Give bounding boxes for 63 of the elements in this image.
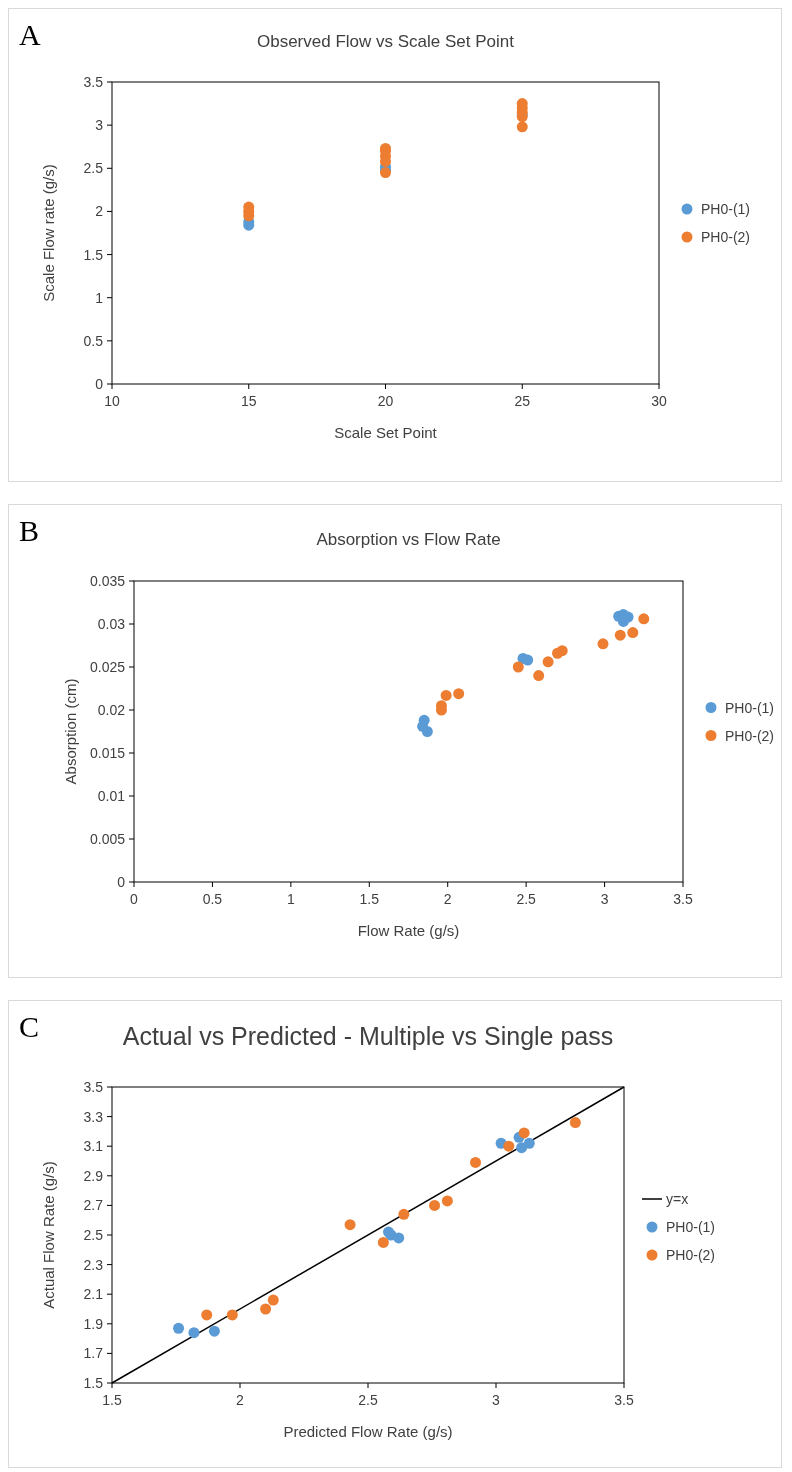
y-tick-label: 0.005 — [89, 831, 126, 847]
x-tick-label: 1.5 — [359, 891, 380, 907]
y-tick-label: 3.5 — [83, 1079, 104, 1095]
y-tick-label: 3.5 — [83, 74, 104, 90]
y-tick-label: 0.03 — [97, 616, 126, 632]
x-tick-label: 2.5 — [516, 891, 537, 907]
x-tick-label: 10 — [104, 393, 120, 409]
y-tick-label: 0.035 — [89, 573, 126, 589]
y-tick-label: 1 — [95, 289, 104, 306]
chart-title: Actual vs Predicted - Multiple vs Single pass — [122, 1022, 614, 1050]
y-tick-label: 0.02 — [97, 702, 126, 718]
x-tick-label: 3.5 — [614, 1392, 634, 1408]
y-tick-label: 0 — [95, 376, 104, 392]
y-tick-label: 2.3 — [83, 1256, 104, 1273]
y-tick-label: 1.7 — [83, 1345, 104, 1362]
y-tick-label: 1.5 — [83, 246, 104, 263]
legend-label: PH0-(2) — [701, 229, 751, 245]
x-axis-title: Flow Rate (g/s) — [357, 922, 460, 939]
x-tick-label: 2 — [236, 1392, 245, 1408]
x-tick-label: 30 — [651, 393, 667, 409]
y-tick-label: 2.9 — [83, 1167, 104, 1184]
x-tick-label: 3 — [492, 1392, 501, 1408]
y-tick-label: 0.025 — [89, 659, 126, 675]
x-tick-label: 20 — [377, 393, 394, 409]
y-tick-label: 2.5 — [83, 1227, 104, 1243]
legend-label: y=x — [666, 1191, 689, 1207]
x-tick-label: 2.5 — [358, 1392, 378, 1408]
chart-title: Observed Flow vs Scale Set Point — [256, 32, 515, 51]
y-tick-label: 2 — [95, 203, 104, 220]
y-axis-title: Scale Flow rate (g/s) — [40, 164, 57, 302]
x-tick-label: 2 — [443, 891, 452, 907]
x-tick-label: 25 — [514, 393, 531, 409]
x-tick-label: 0.5 — [202, 891, 223, 907]
y-axis-title: Absorption (cm) — [62, 678, 79, 785]
text: A — [19, 18, 41, 51]
chart-title: Absorption vs Flow Rate — [316, 530, 501, 549]
legend-label: PH0-(2) — [725, 727, 775, 744]
text: C — [19, 1010, 40, 1043]
legend-label: PH0-(1) — [725, 699, 775, 716]
y-tick-label: 2.1 — [83, 1286, 104, 1303]
legend-label: PH0-(1) — [666, 1219, 716, 1235]
legend-label: PH0-(1) — [701, 201, 751, 217]
y-tick-label: 0 — [117, 874, 126, 890]
y-tick-label: 2.5 — [83, 160, 104, 177]
x-tick-label: 0 — [130, 891, 139, 907]
y-tick-label: 3 — [95, 117, 104, 134]
y-tick-label: 3.3 — [83, 1108, 104, 1125]
x-tick-label: 3.5 — [673, 891, 693, 907]
y-tick-label: 0.015 — [89, 745, 126, 761]
x-axis-title: Predicted Flow Rate (g/s) — [283, 1423, 453, 1440]
x-tick-label: 15 — [240, 393, 257, 409]
x-tick-label: 1 — [286, 891, 295, 907]
legend-label: PH0-(2) — [666, 1247, 716, 1263]
y-tick-label: 3.1 — [83, 1138, 104, 1155]
text: B — [19, 514, 40, 547]
y-tick-label: 1.9 — [83, 1315, 104, 1332]
x-axis-title: Scale Set Point — [334, 424, 438, 441]
y-tick-label: 0.01 — [97, 788, 126, 804]
y-axis-title: Actual Flow Rate (g/s) — [40, 1161, 57, 1309]
y-tick-label: 1.5 — [83, 1375, 104, 1391]
y-tick-label: 0.5 — [83, 332, 104, 349]
y-tick-label: 2.7 — [83, 1197, 104, 1214]
x-tick-label: 3 — [600, 891, 609, 907]
